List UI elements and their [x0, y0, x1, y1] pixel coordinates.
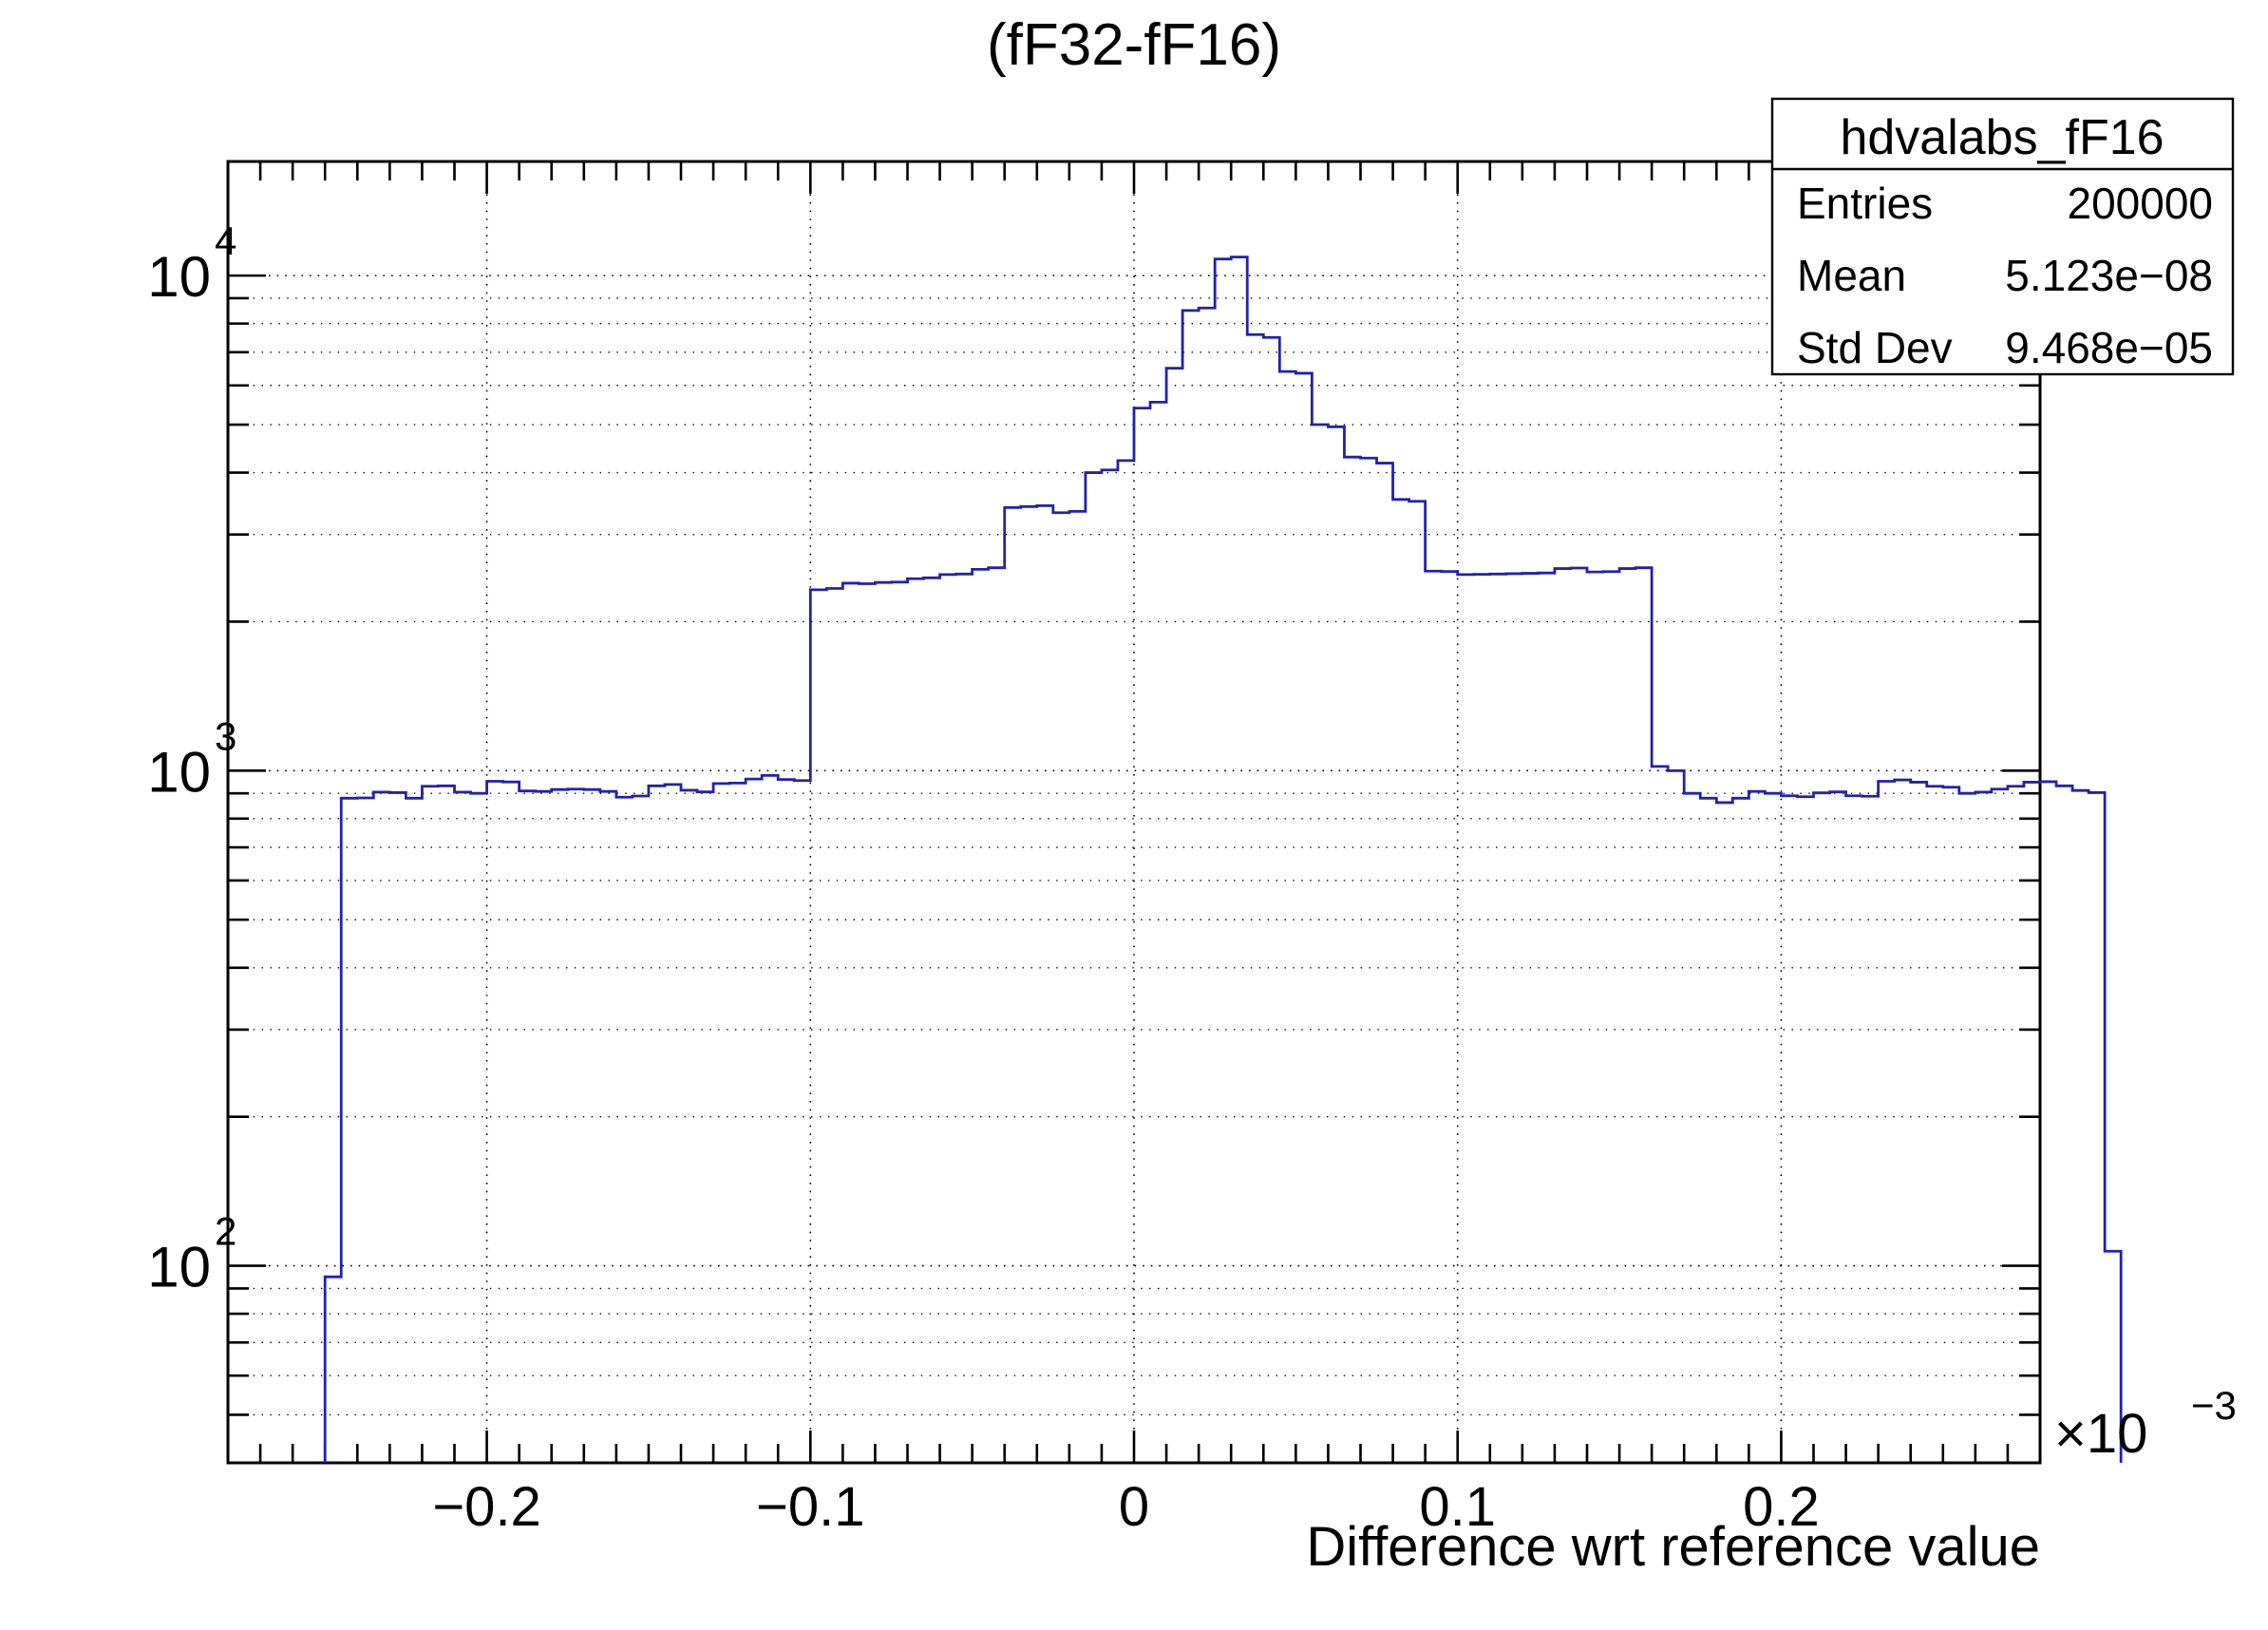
histogram-step-curve — [323, 256, 2123, 1463]
stats-row-label-entries: Entries — [1797, 179, 1933, 228]
x-axis-title: Difference wrt reference value — [1306, 1516, 2040, 1578]
x-axis-exponent-base: ×10 — [2054, 1403, 2147, 1465]
page-title: (fF32-fF16) — [987, 12, 1281, 78]
stats-row-value-stddev: 9.468e−05 — [2005, 323, 2213, 372]
stats-row-value-entries: 200000 — [2068, 179, 2214, 228]
stats-row-label-stddev: Std Dev — [1797, 323, 1953, 372]
y-tick-label-base-1: 10 — [147, 740, 211, 804]
x-tick-label-0: −0.2 — [432, 1476, 541, 1538]
x-tick-label-1: −0.1 — [756, 1476, 865, 1538]
x-tick-label-4: 0.2 — [1743, 1476, 1820, 1538]
y-tick-label-exponent-2: 2 — [215, 1209, 236, 1254]
stats-row-value-mean: 5.123e−08 — [2005, 251, 2213, 300]
x-tick-label-3: 0.1 — [1419, 1476, 1496, 1538]
stats-box-title: hdvalabs_fF16 — [1840, 110, 2164, 165]
x-axis-exponent-power: −3 — [2191, 1383, 2237, 1428]
stats-box-border — [1770, 97, 2235, 376]
y-tick-label-exponent-1: 3 — [215, 713, 236, 758]
x-tick-label-2: 0 — [1119, 1476, 1149, 1538]
x-axis-tick-labels: −0.2 −0.1 0 0.1 0.2 — [432, 1476, 1819, 1538]
stats-row-label-mean: Mean — [1797, 251, 1906, 300]
y-tick-label-exponent-0: 4 — [215, 218, 236, 263]
y-tick-label-base-2: 10 — [147, 1236, 211, 1299]
axis-ticks — [226, 161, 2042, 1465]
stats-box[interactable]: hdvalabs_fF16 Entries 200000 Mean 5.123e… — [1770, 97, 2235, 376]
x-axis-exponent: ×10 −3 — [2054, 1383, 2237, 1465]
y-tick-label-base-0: 10 — [147, 245, 211, 309]
